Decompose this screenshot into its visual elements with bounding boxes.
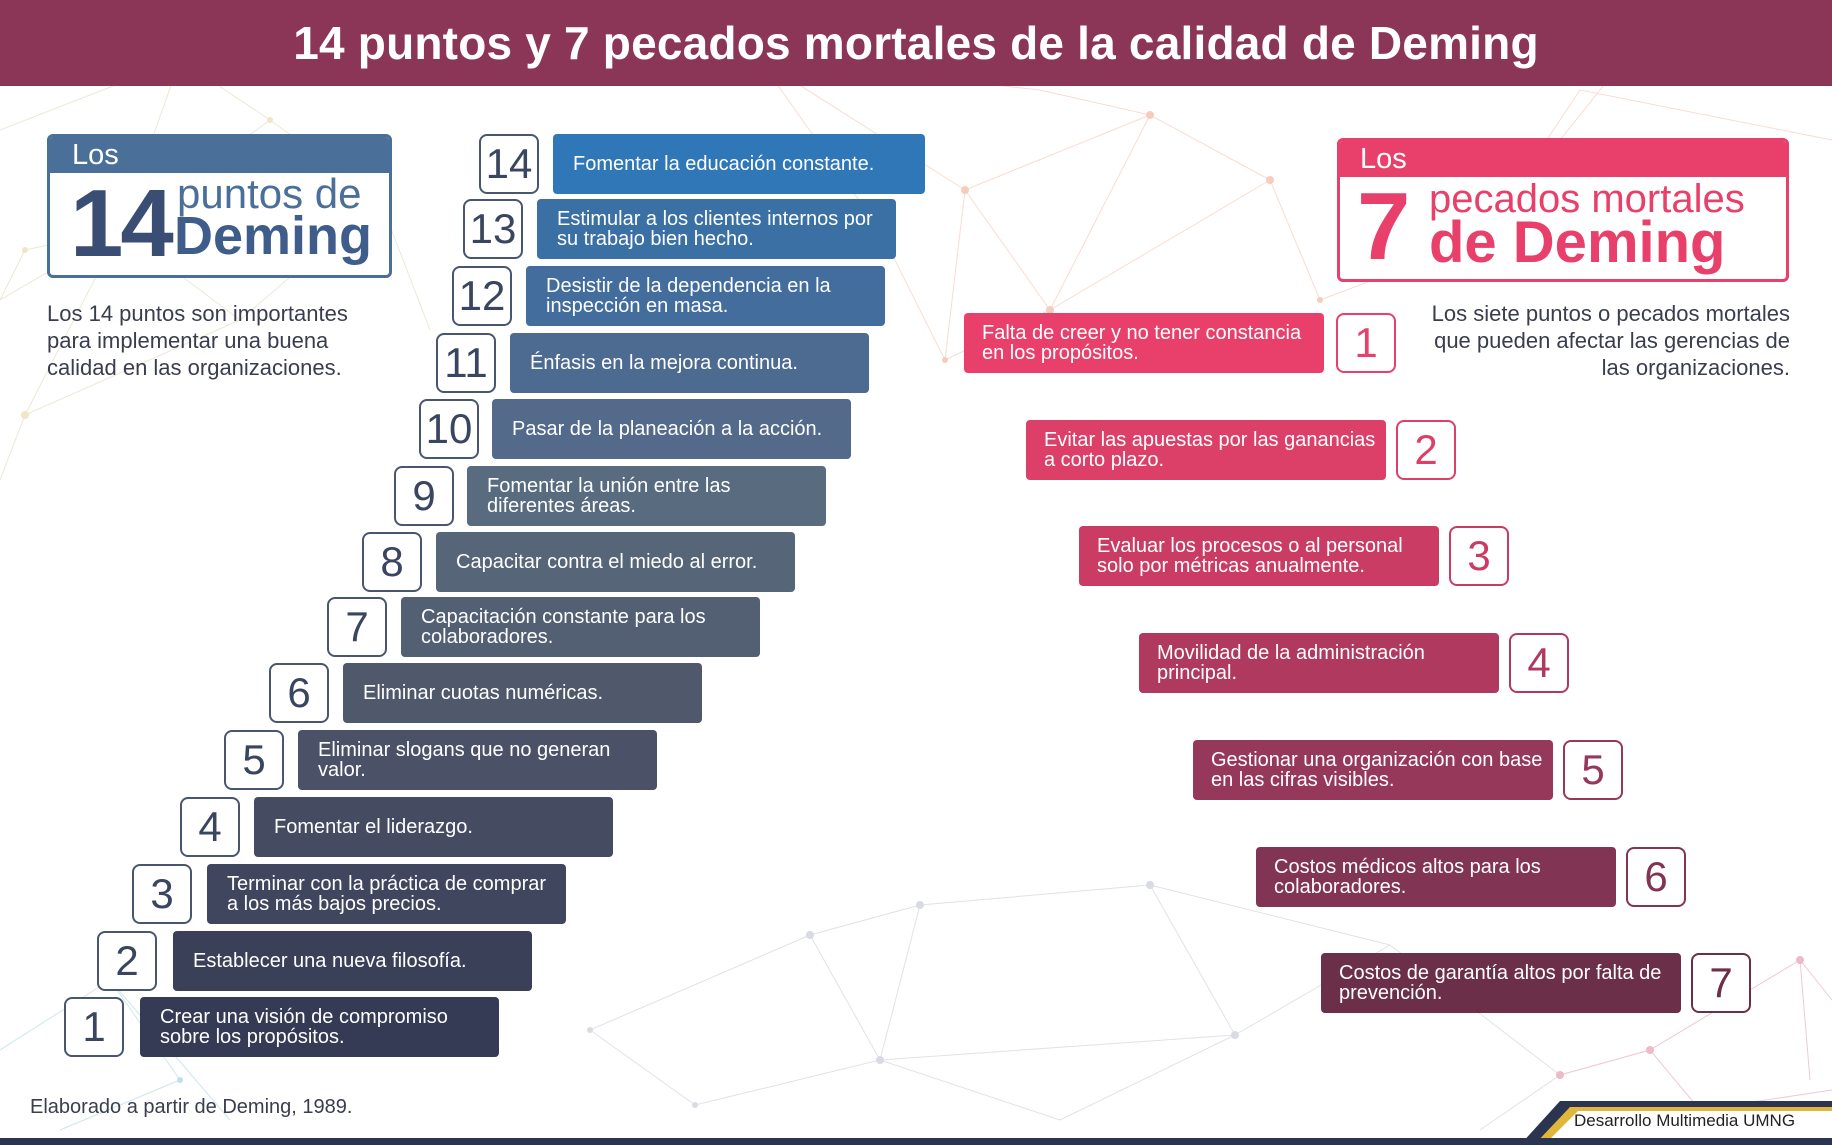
point-number-7: 7: [327, 597, 387, 657]
sin-label-3: Evaluar los procesos o al personal solo …: [1079, 526, 1439, 586]
sins-description: Los siete puntos o pecados mortales que …: [1431, 301, 1790, 380]
point-number-14: 14: [479, 134, 539, 194]
points-title-line1: puntos de: [177, 170, 362, 217]
point-label-14: Fomentar la educación constante.: [553, 134, 925, 194]
point-number-5: 5: [224, 730, 284, 790]
sin-label-4: Movilidad de la administración principal…: [1139, 633, 1499, 693]
header-bar: 14 puntos y 7 pecados mortales de la cal…: [0, 0, 1832, 86]
point-label-11: Énfasis en la mejora continua.: [510, 333, 869, 393]
point-label-2: Establecer una nueva filosofía.: [173, 931, 532, 991]
sins-title-tab: Los: [1340, 141, 1786, 177]
point-number-2: 2: [97, 931, 157, 991]
footer-shape: [1520, 1101, 1832, 1145]
bottom-line: [0, 1138, 1832, 1145]
point-number-10: 10: [419, 399, 479, 459]
point-number-3: 3: [132, 864, 192, 924]
sin-number-6: 6: [1626, 847, 1686, 907]
point-number-9: 9: [394, 466, 454, 526]
sins-title-line1: pecados mortales: [1429, 177, 1745, 221]
sin-number-5: 5: [1563, 740, 1623, 800]
points-title-line2: Deming: [174, 206, 373, 266]
point-label-13: Estimular a los clientes internos por su…: [537, 199, 896, 259]
sin-label-5: Gestionar una organización con base en l…: [1193, 740, 1553, 800]
page-title: 14 puntos y 7 pecados mortales de la cal…: [293, 17, 1539, 69]
points-title-tab: Los: [50, 137, 389, 173]
point-label-4: Fomentar el liderazgo.: [254, 797, 613, 857]
point-label-12: Desistir de la dependencia en la inspecc…: [526, 266, 885, 326]
point-label-1: Crear una visión de compromiso sobre los…: [140, 997, 499, 1057]
points-title-number: 14: [70, 170, 174, 277]
footer-credit: Desarrollo Multimedia UMNG: [1574, 1111, 1796, 1130]
point-label-3: Terminar con la práctica de comprar a lo…: [207, 864, 566, 924]
sins-title-number: 7: [1357, 173, 1411, 280]
sins-title-box: Los 7 pecados mortales de Deming: [1337, 138, 1789, 282]
sin-number-7: 7: [1691, 953, 1751, 1013]
sin-label-7: Costos de garantía altos por falta de pr…: [1321, 953, 1681, 1013]
sin-number-2: 2: [1396, 420, 1456, 480]
point-label-10: Pasar de la planeación a la acción.: [492, 399, 851, 459]
point-number-12: 12: [452, 266, 512, 326]
point-label-6: Eliminar cuotas numéricas.: [343, 663, 702, 723]
sin-number-3: 3: [1449, 526, 1509, 586]
point-label-8: Capacitar contra el miedo al error.: [436, 532, 795, 592]
point-number-13: 13: [463, 199, 523, 259]
point-number-8: 8: [362, 532, 422, 592]
point-number-4: 4: [180, 797, 240, 857]
source-note: Elaborado a partir de Deming, 1989.: [30, 1096, 353, 1118]
point-number-6: 6: [269, 663, 329, 723]
points-description: Los 14 puntos son importantes para imple…: [47, 301, 348, 380]
point-label-9: Fomentar la unión entre las diferentes á…: [467, 466, 826, 526]
point-number-1: 1: [64, 997, 124, 1057]
sin-number-4: 4: [1509, 633, 1569, 693]
point-label-7: Capacitación constante para los colabora…: [401, 597, 760, 657]
sin-label-6: Costos médicos altos para los colaborado…: [1256, 847, 1616, 907]
point-label-5: Eliminar slogans que no generan valor.: [298, 730, 657, 790]
points-title-box: Los 14 puntos de Deming: [47, 134, 392, 278]
sin-number-1: 1: [1336, 313, 1396, 373]
sin-label-2: Evitar las apuestas por las ganancias a …: [1026, 420, 1386, 480]
point-number-11: 11: [436, 333, 496, 393]
sin-label-1: Falta de creer y no tener constancia en …: [964, 313, 1324, 373]
sins-title-line2: de Deming: [1429, 210, 1726, 275]
